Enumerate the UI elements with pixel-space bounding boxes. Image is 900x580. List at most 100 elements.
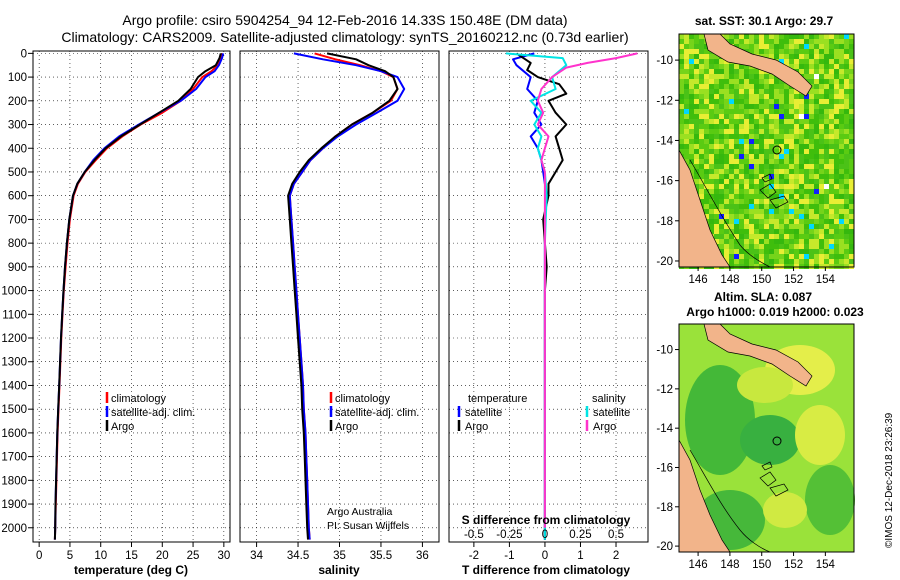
sst-cell	[714, 169, 719, 174]
sst-cell	[799, 194, 804, 199]
sst-cell	[684, 154, 689, 159]
sst-cell	[714, 174, 719, 179]
sst-cell	[729, 139, 734, 144]
sst-cell	[719, 109, 724, 114]
sst-cell	[819, 169, 824, 174]
sst-cell	[704, 174, 709, 179]
sst-cell	[764, 79, 769, 84]
sst-cell	[704, 204, 709, 209]
sst-cell	[729, 34, 734, 39]
sst-cell	[714, 149, 719, 154]
sst-cell	[794, 139, 799, 144]
sst-cell	[789, 64, 794, 69]
sst-cell	[849, 249, 854, 254]
sst-cell	[849, 154, 854, 159]
temperature-legend: climatology satellite-adj. clim. Argo	[105, 392, 195, 433]
sst-cell	[764, 39, 769, 44]
sst-cell	[744, 69, 749, 74]
sst-cell	[809, 129, 814, 134]
sst-cell	[819, 179, 824, 184]
sst-cell	[769, 79, 774, 84]
sst-cell	[794, 239, 799, 244]
pi-credit: PI: Susan Wijffels	[327, 520, 409, 532]
x-tick-label: -1	[504, 550, 514, 562]
sst-cell	[829, 234, 834, 239]
x-tick-label: 15	[125, 550, 138, 562]
sst-cell	[799, 184, 804, 189]
sst-cell	[844, 204, 849, 209]
sst-cell	[694, 129, 699, 134]
sst-cell	[689, 39, 694, 44]
sst-cell	[844, 119, 849, 124]
map-y-tick-label: -14	[656, 423, 673, 435]
sst-cell	[764, 209, 769, 214]
sla-low-center	[740, 415, 800, 465]
sst-cell	[724, 174, 729, 179]
sst-cell	[714, 144, 719, 149]
sst-cell	[784, 84, 789, 89]
sst-cell	[749, 149, 754, 154]
sst-cell	[804, 244, 809, 249]
sst-cell	[779, 164, 784, 169]
sst-cell	[764, 174, 769, 179]
sst-cell	[799, 259, 804, 264]
sst-cell	[799, 199, 804, 204]
sst-cell	[734, 39, 739, 44]
sst-cell	[709, 129, 714, 134]
sst-cell	[754, 199, 759, 204]
imos-credit: ©IMOS 12-Dec-2018 23:26:39	[884, 412, 895, 548]
sst-cell	[764, 229, 769, 234]
sst-cell	[844, 209, 849, 214]
sst-cell	[714, 199, 719, 204]
sst-cell	[814, 134, 819, 139]
sst-cell	[759, 144, 764, 149]
sst-cell	[799, 239, 804, 244]
sst-cell	[694, 149, 699, 154]
sst-cell	[839, 174, 844, 179]
sst-cell	[789, 254, 794, 259]
sst-cell	[759, 99, 764, 104]
sst-cell	[849, 164, 854, 169]
sst-cell	[804, 69, 809, 74]
sst-cell	[839, 229, 844, 234]
sst-cell	[779, 209, 784, 214]
sst-cell	[694, 159, 699, 164]
sst-cell	[829, 204, 834, 209]
sst-cell	[794, 114, 799, 119]
sst-cell	[804, 259, 809, 264]
sst-cell	[814, 59, 819, 64]
sst-cell	[824, 114, 829, 119]
sst-cell	[804, 154, 809, 159]
sst-cell	[844, 34, 849, 39]
sst-cell	[764, 84, 769, 89]
sst-cell	[694, 39, 699, 44]
sst-cell	[744, 214, 749, 219]
sst-cell	[809, 109, 814, 114]
sst-cell	[794, 64, 799, 69]
sst-cell	[714, 164, 719, 169]
sst-cell	[754, 219, 759, 224]
sst-cell	[809, 244, 814, 249]
sst-cell	[839, 234, 844, 239]
sst-cell	[749, 179, 754, 184]
sst-cell	[799, 139, 804, 144]
sst-cell	[774, 104, 779, 109]
sst-cell	[809, 199, 814, 204]
sst-cell	[814, 89, 819, 94]
sst-cell	[829, 209, 834, 214]
sst-cell	[734, 44, 739, 49]
sst-cell	[779, 119, 784, 124]
sst-cell	[764, 189, 769, 194]
sst-cell	[819, 159, 824, 164]
sst-cell	[769, 169, 774, 174]
sst-cell	[709, 169, 714, 174]
sst-cell	[739, 149, 744, 154]
sst-cell	[719, 139, 724, 144]
sst-cell	[789, 109, 794, 114]
sst-cell	[799, 174, 804, 179]
sst-cell	[839, 194, 844, 199]
sst-cell	[834, 99, 839, 104]
sst-cell	[829, 129, 834, 134]
sst-cell	[754, 39, 759, 44]
sst-cell	[834, 174, 839, 179]
